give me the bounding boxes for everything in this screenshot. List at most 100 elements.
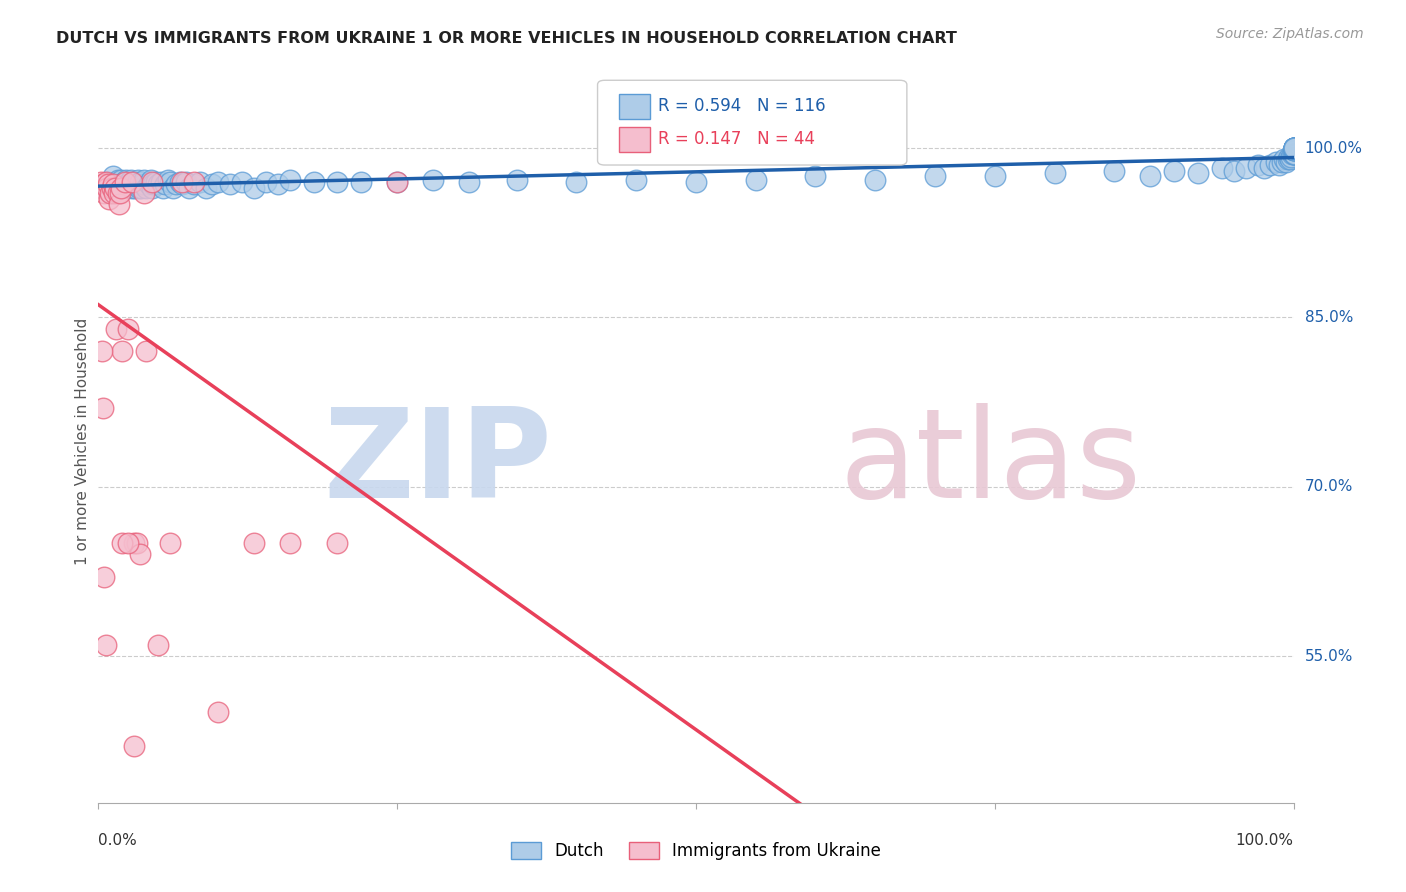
Point xyxy=(1278,150,1301,164)
Point xyxy=(1282,141,1305,155)
Point xyxy=(120,172,142,186)
Point xyxy=(165,177,187,191)
Point xyxy=(138,177,160,191)
Point xyxy=(1282,141,1305,155)
Point xyxy=(1279,150,1302,164)
Point xyxy=(131,177,153,191)
Point xyxy=(101,177,124,191)
Point xyxy=(1271,154,1294,169)
Point xyxy=(91,401,114,415)
Point xyxy=(172,177,194,191)
Point xyxy=(148,177,170,191)
Point xyxy=(1282,141,1305,155)
Point xyxy=(1187,166,1209,180)
Point xyxy=(118,175,141,189)
Point xyxy=(90,175,112,189)
Point xyxy=(108,186,131,201)
Point xyxy=(100,180,122,194)
Point xyxy=(155,177,177,191)
Point xyxy=(159,536,181,550)
Text: 100.0%: 100.0% xyxy=(1305,141,1362,155)
Point xyxy=(103,186,125,201)
Point xyxy=(804,169,827,184)
Point xyxy=(458,175,481,189)
Point xyxy=(243,180,266,194)
Point xyxy=(1247,158,1270,172)
Point xyxy=(179,180,201,194)
Point xyxy=(422,172,444,186)
Point xyxy=(97,175,120,189)
Point xyxy=(108,177,131,191)
Point xyxy=(385,175,409,189)
Point xyxy=(1277,153,1299,167)
Point xyxy=(104,180,127,194)
Point xyxy=(1282,141,1305,155)
Text: 85.0%: 85.0% xyxy=(1305,310,1353,325)
Point xyxy=(1275,154,1298,169)
Point xyxy=(565,175,588,189)
Point xyxy=(124,180,146,194)
Point xyxy=(107,172,129,186)
Point xyxy=(124,536,146,550)
Y-axis label: 1 or more Vehicles in Household: 1 or more Vehicles in Household xyxy=(75,318,90,566)
Point xyxy=(145,175,167,189)
Point xyxy=(1282,141,1305,155)
Point xyxy=(139,175,162,189)
Point xyxy=(115,172,138,186)
Point xyxy=(91,177,114,191)
Point xyxy=(148,638,170,652)
Point xyxy=(132,172,155,186)
Point xyxy=(105,175,128,189)
Point xyxy=(129,175,152,189)
Point xyxy=(1258,158,1281,172)
Point xyxy=(141,175,163,189)
Text: atlas: atlas xyxy=(839,402,1142,524)
Text: Source: ZipAtlas.com: Source: ZipAtlas.com xyxy=(1216,27,1364,41)
Point xyxy=(127,172,149,186)
Point xyxy=(201,177,224,191)
Point xyxy=(174,175,197,189)
Point xyxy=(131,180,153,194)
Point xyxy=(111,536,134,550)
Point xyxy=(125,177,148,191)
Point xyxy=(172,175,194,189)
Point xyxy=(114,177,136,191)
Point xyxy=(1223,163,1246,178)
Point xyxy=(1163,163,1185,178)
Point xyxy=(117,177,139,191)
Text: 70.0%: 70.0% xyxy=(1305,479,1353,494)
Point xyxy=(103,180,125,194)
Point xyxy=(1282,141,1305,155)
Point xyxy=(121,180,143,194)
Text: R = 0.594   N = 116: R = 0.594 N = 116 xyxy=(658,97,825,115)
Legend: Dutch, Immigrants from Ukraine: Dutch, Immigrants from Ukraine xyxy=(505,835,887,867)
Point xyxy=(104,177,127,191)
Point xyxy=(129,548,152,562)
Point xyxy=(121,175,143,189)
Point xyxy=(188,175,211,189)
Point xyxy=(207,175,229,189)
Text: ZIP: ZIP xyxy=(323,402,553,524)
Point xyxy=(105,321,128,335)
Point xyxy=(207,706,229,720)
Point xyxy=(1282,141,1305,155)
Point xyxy=(278,536,301,550)
Text: R = 0.147   N = 44: R = 0.147 N = 44 xyxy=(658,130,815,148)
Point xyxy=(98,186,122,201)
Point xyxy=(254,175,277,189)
Point xyxy=(745,172,768,186)
Point xyxy=(685,175,707,189)
Point xyxy=(1282,146,1305,161)
Point xyxy=(115,180,138,194)
Point xyxy=(114,175,136,189)
Point xyxy=(152,180,174,194)
Point xyxy=(984,169,1007,184)
Point xyxy=(156,172,179,186)
Point xyxy=(1282,146,1305,161)
Point xyxy=(125,536,148,550)
Point xyxy=(93,180,115,194)
Point xyxy=(1282,143,1305,157)
Point xyxy=(110,172,132,186)
Point xyxy=(91,344,114,359)
Point xyxy=(97,177,120,191)
